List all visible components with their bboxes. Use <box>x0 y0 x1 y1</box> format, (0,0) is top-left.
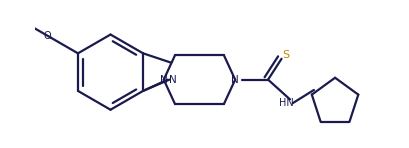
Text: S: S <box>282 50 289 60</box>
Text: N: N <box>160 75 168 85</box>
Text: N: N <box>169 75 177 85</box>
Text: N: N <box>231 75 239 85</box>
Text: HN: HN <box>279 98 294 108</box>
Text: O: O <box>43 31 51 41</box>
